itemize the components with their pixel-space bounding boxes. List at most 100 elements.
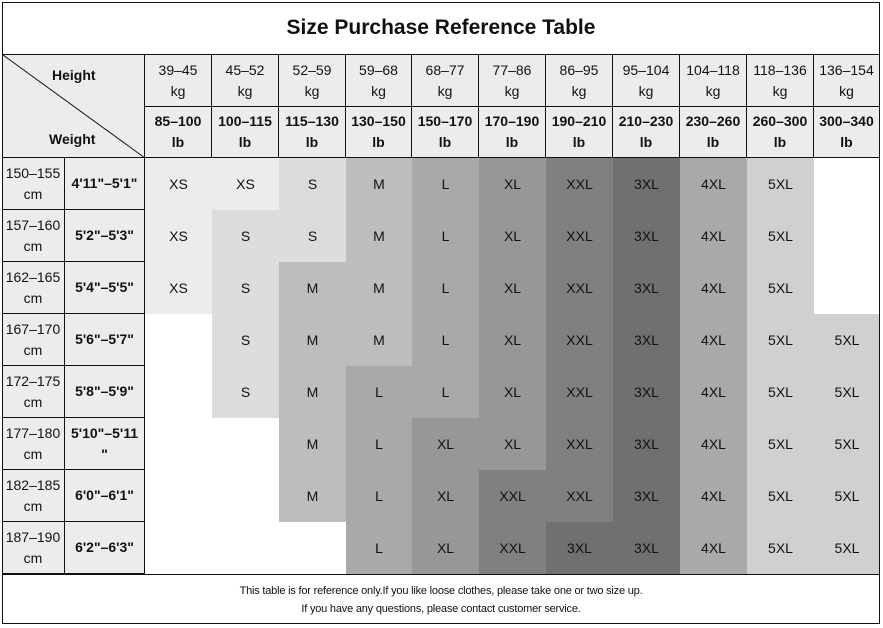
weight-kg-header: 104–118 kg <box>680 55 747 107</box>
size-cell: M <box>279 314 346 366</box>
weight-lb-header: 85–100 lb <box>145 107 212 158</box>
size-cell: XXL <box>546 210 613 262</box>
weight-lb-header: 130–150 lb <box>346 107 412 158</box>
size-cell: L <box>412 262 479 314</box>
height-ft-label: 5'8"–5'9" <box>65 366 145 418</box>
empty-cell <box>145 470 212 522</box>
empty-cell <box>212 470 279 522</box>
height-ft-label: 5'4"–5'5" <box>65 262 145 314</box>
weight-lb-header: 170–190 lb <box>479 107 546 158</box>
size-cell: 3XL <box>613 470 680 522</box>
size-cell: M <box>279 470 346 522</box>
size-cell: S <box>212 366 279 418</box>
height-cm-label: 162–165 cm <box>2 262 65 314</box>
size-cell: XL <box>479 262 546 314</box>
size-cell: 4XL <box>680 470 747 522</box>
footer-line-1: This table is for reference only.If you … <box>239 584 643 597</box>
weight-kg-header: 45–52 kg <box>212 55 279 107</box>
size-cell: 4XL <box>680 158 747 210</box>
size-cell: 5XL <box>747 158 814 210</box>
size-cell: 4XL <box>680 314 747 366</box>
size-cell: 5XL <box>747 366 814 418</box>
empty-cell <box>814 210 880 262</box>
size-cell: 3XL <box>613 366 680 418</box>
empty-cell <box>145 314 212 366</box>
size-cell: S <box>212 262 279 314</box>
size-cell: 3XL <box>613 158 680 210</box>
height-cm-label: 167–170 cm <box>2 314 65 366</box>
footer-note: This table is for reference only.If you … <box>2 574 880 624</box>
size-cell: 5XL <box>747 470 814 522</box>
size-cell: XS <box>145 262 212 314</box>
weight-lb-header: 210–230 lb <box>613 107 680 158</box>
size-cell: XL <box>479 314 546 366</box>
weight-kg-header: 95–104 kg <box>613 55 680 107</box>
size-cell: 4XL <box>680 418 747 470</box>
height-ft-label: 5'2"–5'3" <box>65 210 145 262</box>
size-cell: XL <box>479 210 546 262</box>
size-cell: XXL <box>546 418 613 470</box>
height-ft-label: 4'11"–5'1" <box>65 158 145 210</box>
size-cell: 5XL <box>814 470 880 522</box>
empty-cell <box>814 158 880 210</box>
size-cell: 5XL <box>747 314 814 366</box>
weight-kg-header: 77–86 kg <box>479 55 546 107</box>
size-cell: XXL <box>546 314 613 366</box>
empty-cell <box>212 522 279 574</box>
weight-kg-header: 52–59 kg <box>279 55 346 107</box>
size-cell: 3XL <box>613 418 680 470</box>
weight-lb-header: 150–170 lb <box>412 107 479 158</box>
size-cell: 5XL <box>747 210 814 262</box>
size-cell: XL <box>412 470 479 522</box>
size-cell: 4XL <box>680 366 747 418</box>
size-cell: M <box>279 366 346 418</box>
size-cell: L <box>412 158 479 210</box>
height-cm-label: 172–175 cm <box>2 366 65 418</box>
size-cell: L <box>412 210 479 262</box>
size-cell: XL <box>479 418 546 470</box>
size-cell: XXL <box>546 366 613 418</box>
size-cell: L <box>346 366 412 418</box>
size-cell: M <box>279 418 346 470</box>
height-cm-label: 187–190 cm <box>2 522 65 574</box>
size-cell: XL <box>412 522 479 574</box>
size-cell: 5XL <box>747 522 814 574</box>
height-cm-label: 177–180 cm <box>2 418 65 470</box>
size-cell: 4XL <box>680 210 747 262</box>
size-cell: 5XL <box>814 366 880 418</box>
height-label: Height <box>52 67 96 83</box>
size-cell: XS <box>145 158 212 210</box>
weight-kg-header: 86–95 kg <box>546 55 613 107</box>
height-cm-label: 157–160 cm <box>2 210 65 262</box>
empty-cell <box>145 522 212 574</box>
weight-kg-header: 59–68 kg <box>346 55 412 107</box>
weight-kg-header: 136–154 kg <box>814 55 880 107</box>
height-cm-label: 182–185 cm <box>2 470 65 522</box>
size-cell: 4XL <box>680 262 747 314</box>
size-cell: S <box>212 210 279 262</box>
size-cell: 5XL <box>747 262 814 314</box>
size-cell: XL <box>479 158 546 210</box>
size-cell: 3XL <box>546 522 613 574</box>
size-cell: M <box>279 262 346 314</box>
size-cell: XXL <box>546 158 613 210</box>
size-cell: L <box>346 470 412 522</box>
size-cell: S <box>279 158 346 210</box>
size-cell: M <box>346 210 412 262</box>
weight-lb-header: 190–210 lb <box>546 107 613 158</box>
weight-kg-header: 68–77 kg <box>412 55 479 107</box>
size-cell: XXL <box>479 522 546 574</box>
height-ft-label: 6'0"–6'1" <box>65 470 145 522</box>
empty-cell <box>212 418 279 470</box>
weight-lb-header: 100–115 lb <box>212 107 279 158</box>
height-cm-label: 150–155 cm <box>2 158 65 210</box>
weight-kg-header: 118–136 kg <box>747 55 814 107</box>
empty-cell <box>279 522 346 574</box>
size-cell: L <box>412 366 479 418</box>
size-cell: XXL <box>546 262 613 314</box>
size-cell: 5XL <box>814 418 880 470</box>
weight-lb-header: 260–300 lb <box>747 107 814 158</box>
size-cell: XS <box>212 158 279 210</box>
